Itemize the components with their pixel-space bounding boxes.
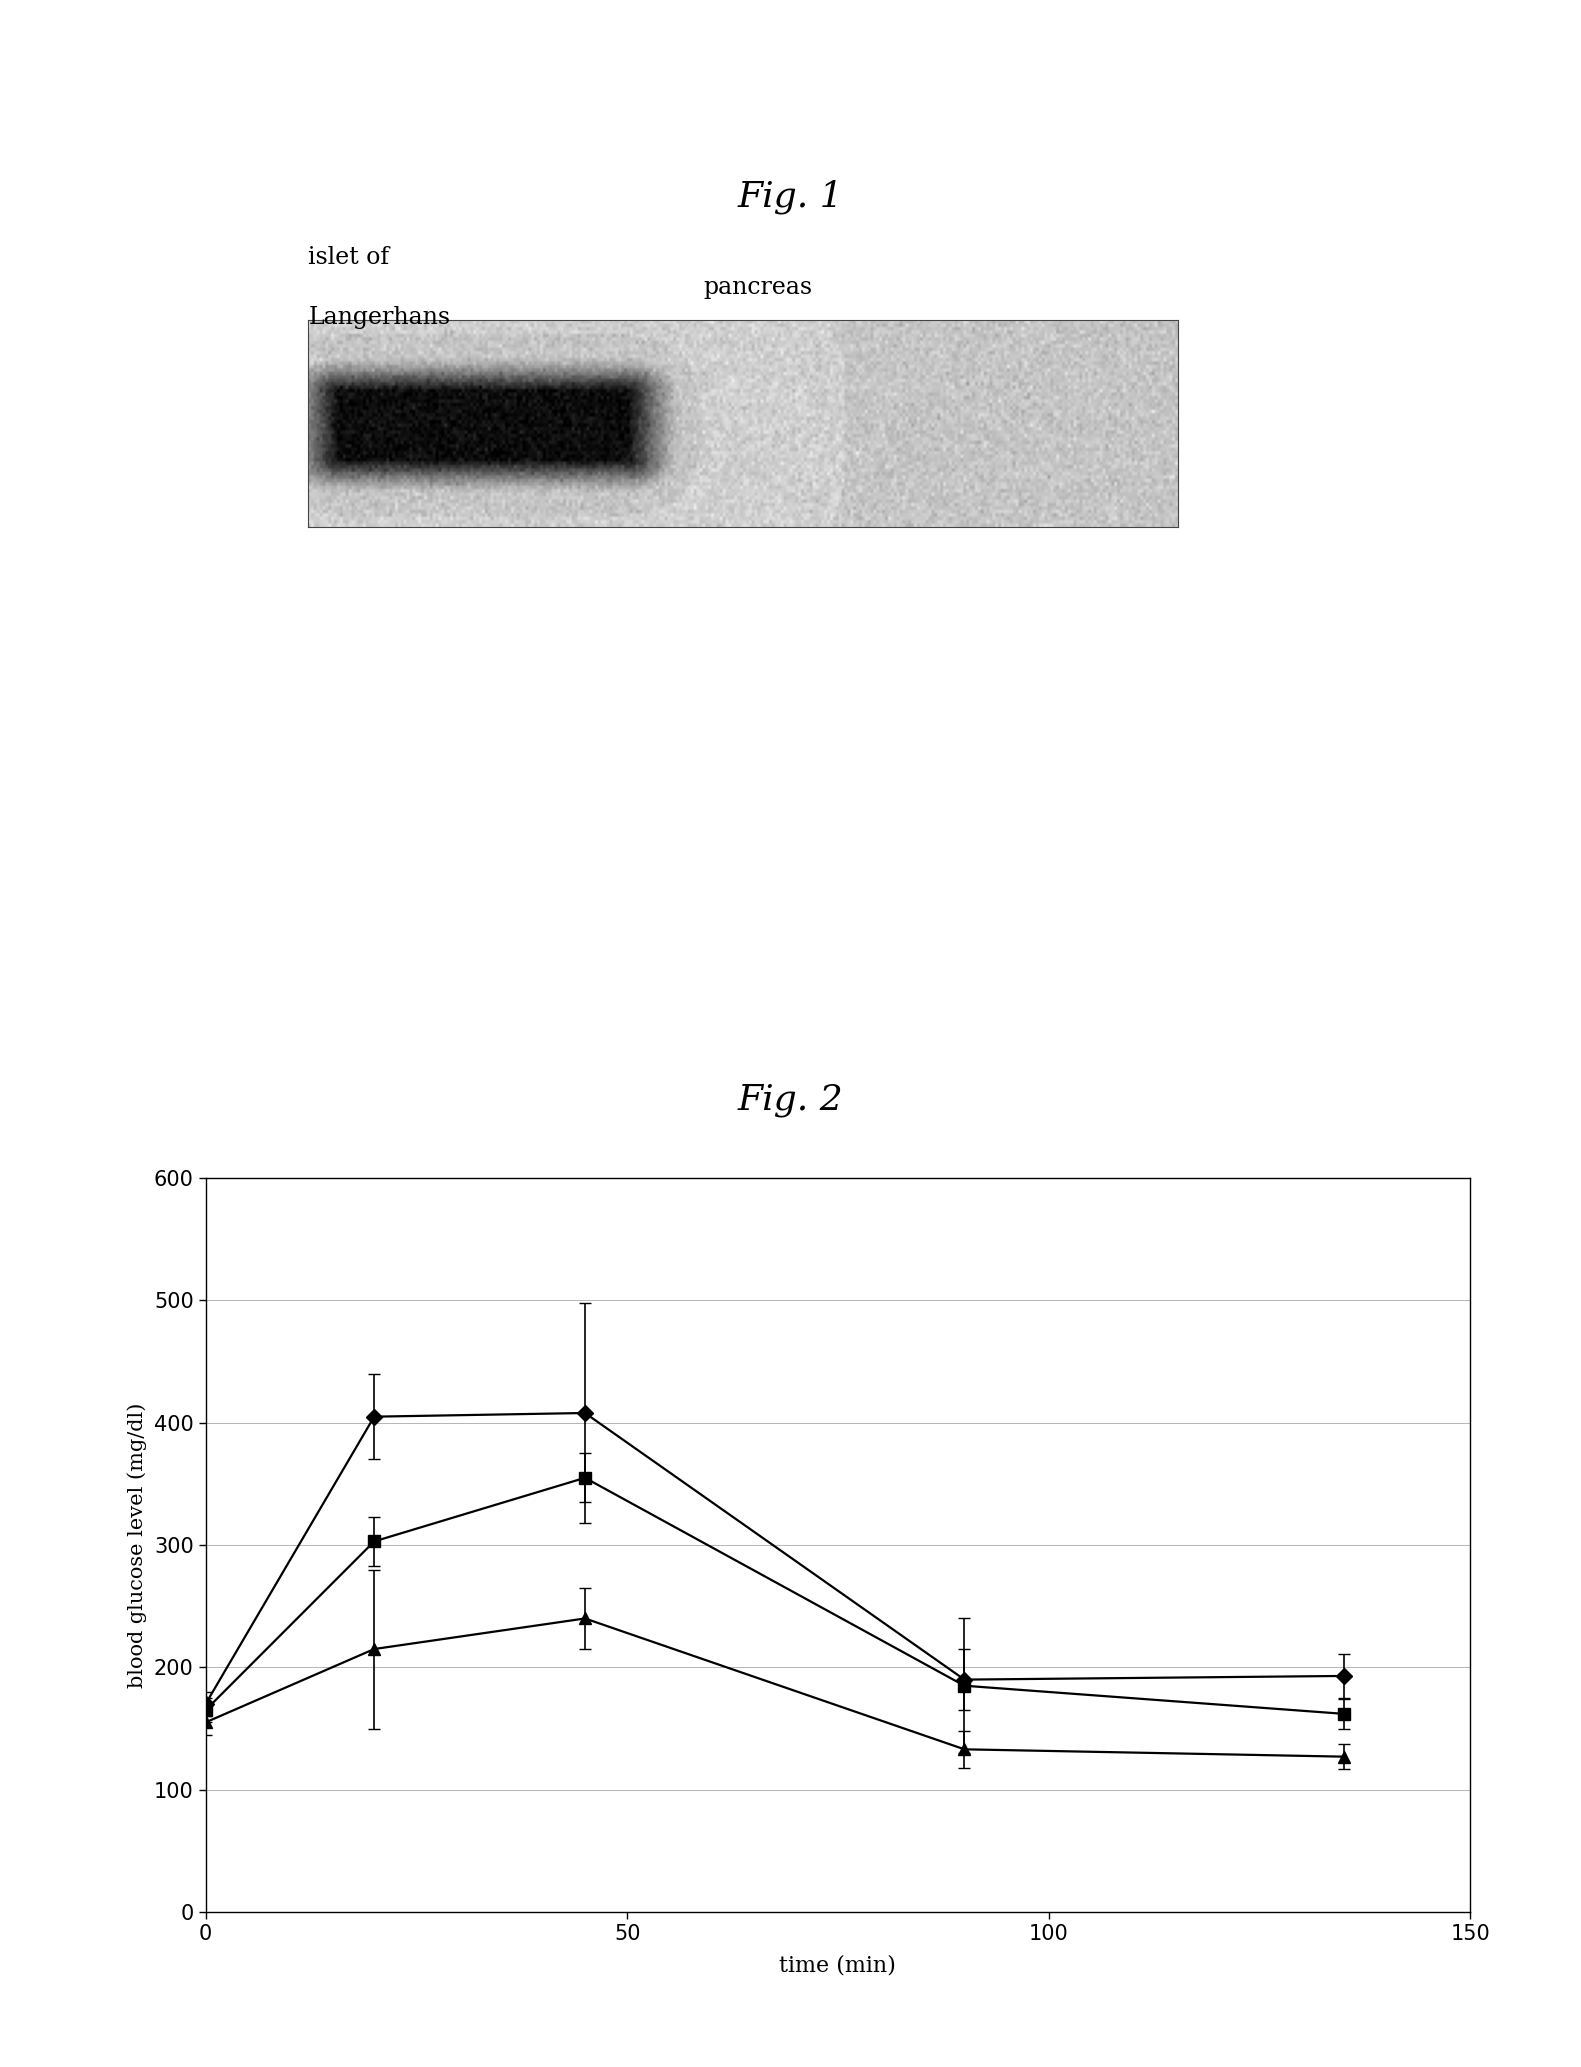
X-axis label: time (min): time (min) (779, 1955, 896, 1976)
Text: Fig. 1: Fig. 1 (738, 180, 843, 213)
Text: pancreas: pancreas (704, 275, 813, 300)
Y-axis label: blood glucose level (mg/dl): blood glucose level (mg/dl) (126, 1401, 147, 1689)
Text: Fig. 2: Fig. 2 (738, 1083, 843, 1116)
Text: Langerhans: Langerhans (308, 306, 451, 329)
Text: islet of: islet of (308, 246, 389, 269)
